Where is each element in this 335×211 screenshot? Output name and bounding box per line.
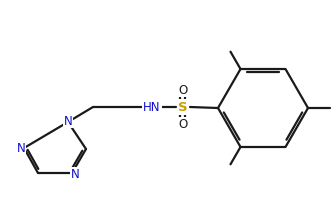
Text: HN: HN: [143, 100, 161, 114]
Text: N: N: [71, 168, 79, 180]
Text: O: O: [178, 118, 188, 130]
Text: S: S: [178, 100, 188, 114]
Text: N: N: [17, 142, 25, 154]
Text: N: N: [64, 115, 72, 127]
Text: O: O: [178, 84, 188, 96]
